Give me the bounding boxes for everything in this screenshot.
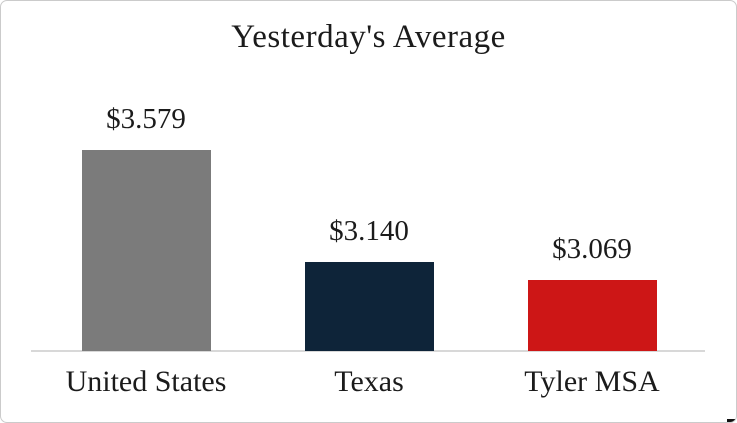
value-label-tyler-msa: $3.069	[552, 233, 632, 266]
category-label-united-states: United States	[65, 365, 227, 398]
value-label-texas: $3.140	[329, 215, 409, 248]
category-label-texas: Texas	[334, 365, 404, 398]
corner-artifact-mark	[727, 419, 736, 422]
x-axis-line	[31, 350, 705, 352]
bar-tyler-msa	[527, 280, 657, 351]
value-label-united-states: $3.579	[106, 103, 186, 136]
bar-texas	[304, 262, 434, 351]
category-label-tyler-msa: Tyler MSA	[524, 365, 660, 398]
bar-united-states	[81, 150, 211, 351]
chart-title: Yesterday's Average	[231, 19, 506, 55]
plot-area: $3.579 $3.140 $3.069	[1, 103, 736, 352]
x-axis-labels: United States Texas Tyler MSA	[1, 363, 736, 411]
